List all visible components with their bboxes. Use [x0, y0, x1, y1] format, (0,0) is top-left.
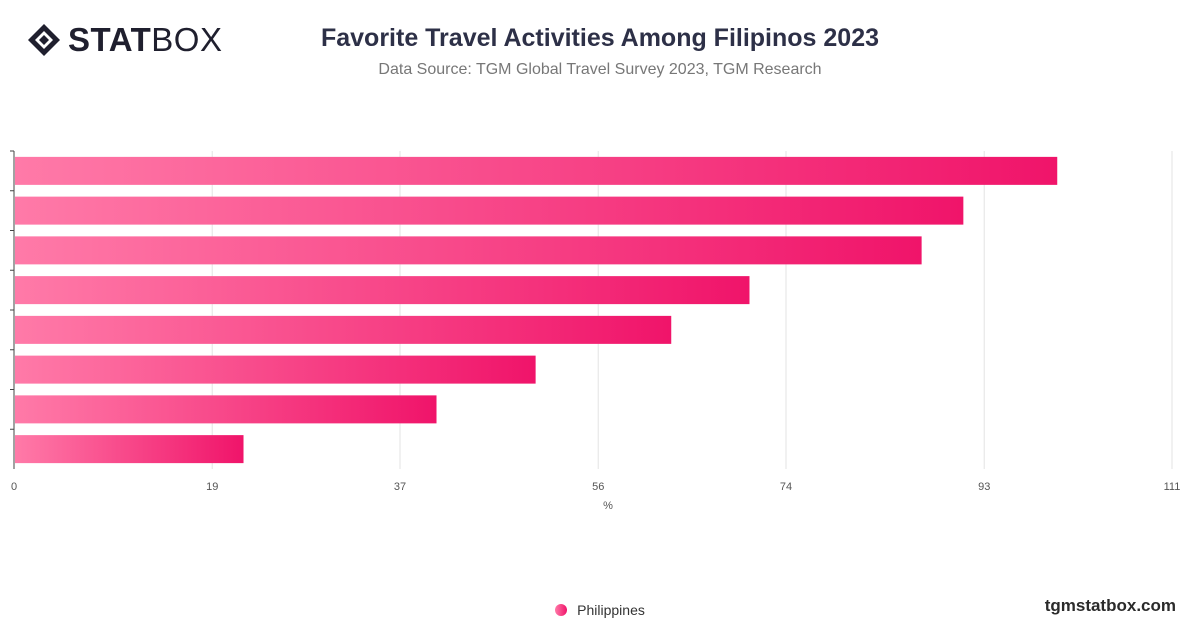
x-tick-label: 74 — [780, 481, 792, 493]
chart-subtitle: Data Source: TGM Global Travel Survey 20… — [378, 61, 822, 78]
bar-3[interactable] — [15, 236, 922, 265]
x-tick-label: 37 — [394, 481, 406, 493]
logo-text-light: BOX — [151, 21, 223, 58]
x-tick-label: 0 — [11, 481, 17, 493]
bar-4[interactable] — [15, 276, 750, 305]
x-tick-label: 56 — [592, 481, 604, 493]
bar-8[interactable] — [15, 435, 244, 464]
legend-swatch-philippines — [555, 604, 568, 616]
bar-2[interactable] — [15, 196, 964, 225]
logo-text: STATBOX — [68, 22, 222, 58]
logo: STATBOX — [26, 22, 222, 58]
x-tick-label: 19 — [206, 481, 218, 493]
bar-7[interactable] — [15, 395, 437, 424]
bar-1[interactable] — [15, 156, 1058, 185]
legend-label-philippines: Philippines — [577, 602, 645, 618]
x-tick-label: 93 — [978, 481, 990, 493]
bar-6[interactable] — [15, 355, 536, 384]
x-axis-label: % — [603, 500, 613, 512]
chart-title: Favorite Travel Activities Among Filipin… — [320, 24, 880, 52]
bar-5[interactable] — [15, 315, 672, 344]
statbox-diamond-icon — [28, 24, 60, 56]
legend[interactable]: Philippines — [0, 602, 1200, 618]
site-url: tgmstatbox.com — [1044, 596, 1176, 615]
x-tick-label: 111 — [1164, 481, 1181, 493]
logo-text-bold: STAT — [68, 21, 152, 58]
